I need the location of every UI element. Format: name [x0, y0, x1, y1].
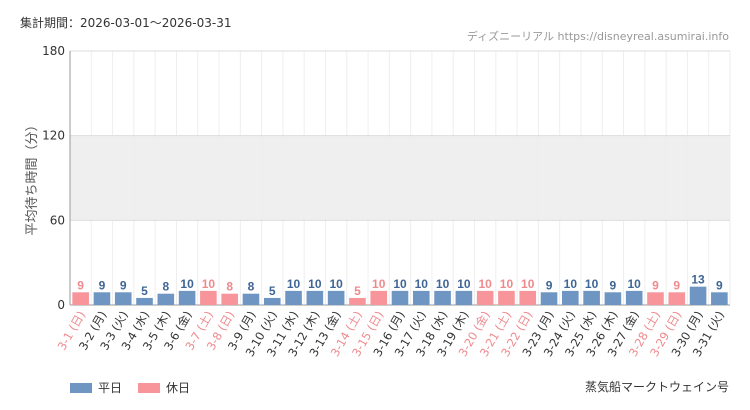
data-label: 10 — [329, 277, 343, 291]
data-label: 10 — [500, 277, 514, 291]
y-axis-ticks: 0 60 120 180 — [42, 44, 65, 312]
bar[interactable] — [285, 290, 302, 305]
site-credit[interactable]: ディズニーリアル https://disneyreal.asumirai.inf… — [466, 30, 729, 43]
collection-period: 集計期間：2026-03-01～2026-03-31 — [20, 16, 232, 30]
x-axis-ticks: 3-1 (日)3-2 (月)3-3 (火)3-4 (水)3-5 (木)3-6 (… — [55, 308, 727, 359]
legend: 平日 休日 — [70, 379, 190, 396]
bar[interactable] — [412, 290, 430, 305]
data-label: 10 — [372, 277, 386, 291]
legend-swatch-weekday — [70, 382, 92, 393]
data-label: 8 — [162, 280, 169, 294]
data-label: 5 — [141, 284, 148, 298]
bar[interactable] — [519, 290, 537, 305]
bar[interactable] — [711, 292, 728, 305]
bar[interactable] — [434, 290, 451, 305]
bar[interactable] — [562, 290, 579, 305]
bar[interactable] — [540, 292, 558, 305]
legend-swatch-holiday — [138, 382, 161, 393]
shaded-band — [70, 135, 730, 221]
legend-label-holiday: 休日 — [166, 381, 191, 395]
data-label: 10 — [287, 277, 301, 291]
data-label: 9 — [652, 278, 659, 292]
bar[interactable] — [263, 297, 281, 305]
y-axis-label: 平均待ち時間（分） — [25, 118, 40, 235]
data-label: 9 — [673, 278, 680, 292]
data-label: 10 — [457, 277, 471, 291]
legend-label-weekday: 平日 — [98, 381, 123, 395]
bar[interactable] — [327, 290, 345, 305]
data-label: 10 — [478, 277, 492, 291]
bar[interactable] — [242, 293, 260, 305]
grid-lines — [69, 50, 731, 306]
bars — [72, 286, 728, 305]
attraction-name: 蒸気船マークトウェイン号 — [584, 380, 729, 394]
bar[interactable] — [200, 290, 217, 305]
bar[interactable] — [583, 290, 600, 305]
bar[interactable] — [604, 292, 622, 305]
data-label: 8 — [226, 280, 233, 294]
bar[interactable] — [157, 293, 175, 305]
legend-item-holiday[interactable]: 休日 — [138, 379, 190, 396]
data-label: 9 — [716, 278, 723, 292]
data-label: 5 — [354, 284, 361, 298]
data-label: 13 — [691, 273, 705, 287]
bar[interactable] — [93, 292, 111, 305]
data-label: 10 — [415, 277, 429, 291]
bar[interactable] — [221, 293, 238, 305]
y-tick-label: 180 — [42, 44, 65, 58]
bar[interactable] — [498, 290, 515, 305]
bar[interactable] — [178, 290, 196, 305]
data-label: 9 — [120, 278, 127, 292]
y-tick-label: 120 — [42, 129, 65, 143]
y-tick-label: 0 — [57, 298, 65, 312]
data-label: 10 — [436, 277, 450, 291]
bar[interactable] — [370, 290, 388, 305]
bar[interactable] — [668, 292, 686, 305]
data-label: 9 — [99, 278, 106, 292]
bar[interactable] — [349, 297, 366, 305]
data-label: 9 — [546, 278, 553, 292]
band-rect — [70, 135, 730, 221]
bar[interactable] — [689, 286, 707, 305]
y-tick-label: 60 — [50, 213, 65, 227]
data-label: 9 — [610, 278, 617, 292]
data-label: 10 — [564, 277, 578, 291]
data-label: 10 — [308, 277, 322, 291]
data-label: 10 — [628, 277, 642, 291]
bar[interactable] — [647, 292, 664, 305]
data-label: 10 — [585, 277, 599, 291]
bar[interactable] — [391, 290, 409, 305]
data-label: 5 — [269, 284, 276, 298]
data-label: 10 — [521, 277, 535, 291]
bar[interactable] — [136, 297, 153, 305]
bar[interactable] — [476, 290, 494, 305]
bar[interactable] — [114, 292, 132, 305]
legend-item-weekday[interactable]: 平日 — [70, 379, 122, 396]
data-label: 10 — [202, 277, 216, 291]
bar[interactable] — [625, 290, 643, 305]
bar[interactable] — [455, 290, 473, 305]
data-label: 10 — [180, 277, 194, 291]
bar[interactable] — [72, 292, 89, 305]
data-label: 8 — [248, 280, 255, 294]
data-label: 10 — [393, 277, 407, 291]
data-label: 9 — [77, 278, 84, 292]
bar[interactable] — [306, 290, 324, 305]
